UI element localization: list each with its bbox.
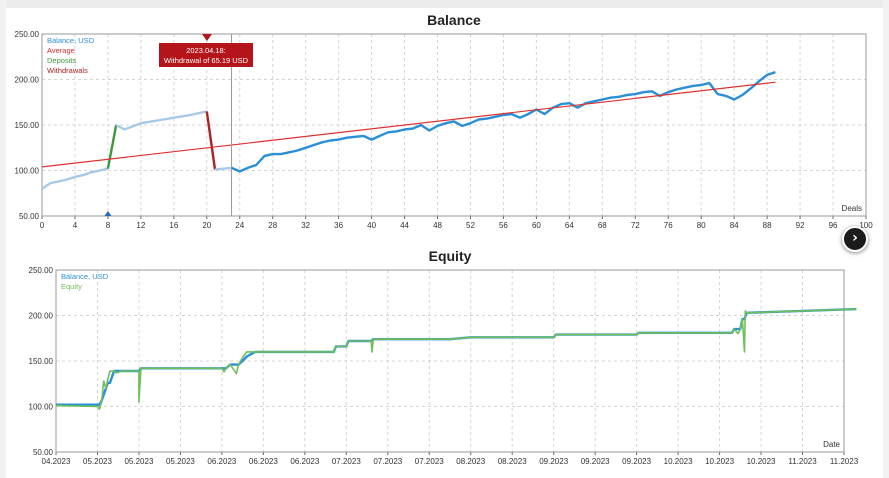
next-chart-button[interactable]: › (842, 226, 868, 252)
y-tick-label: 100.00 (15, 167, 40, 176)
x-tick-label: 72 (631, 221, 640, 230)
x-tick-label: 11.2023 (788, 457, 817, 466)
x-tick-label: 44 (400, 221, 409, 230)
tooltip-text: Withdrawal of 65.19 USD (164, 56, 249, 65)
x-tick-label: 56 (499, 221, 508, 230)
x-tick-label: 11.2023 (830, 457, 859, 466)
series-line (106, 124, 118, 169)
x-tick-label: 06.2023 (290, 457, 319, 466)
x-tick-label: 07.2023 (415, 457, 444, 466)
x-tick-label: 68 (598, 221, 607, 230)
chart-title: Equity (429, 248, 472, 264)
plot-frame (55, 269, 845, 453)
x-tick-label: 08.2023 (498, 457, 527, 466)
x-tick-label: 64 (565, 221, 574, 230)
y-tick-label: 100.00 (29, 403, 54, 412)
x-tick-label: 88 (763, 221, 772, 230)
x-tick-label: 24 (235, 221, 244, 230)
x-tick-label: 80 (697, 221, 706, 230)
x-tick-label: 10.2023 (705, 457, 734, 466)
x-tick-label: 09.2023 (539, 457, 568, 466)
x-axis-label: Date (823, 440, 840, 449)
x-tick-label: 05.2023 (124, 457, 153, 466)
x-tick-label: 16 (169, 221, 178, 230)
x-tick-label: 20 (202, 221, 211, 230)
x-tick-label: 92 (796, 221, 805, 230)
left-panel-edge (0, 0, 6, 478)
y-tick-label: 250.00 (29, 266, 54, 275)
chart-title: Balance (427, 12, 481, 28)
x-tick-label: 100 (859, 221, 873, 230)
series-line (55, 308, 857, 410)
x-tick-label: 12 (136, 221, 145, 230)
y-tick-label: 200.00 (29, 312, 54, 321)
x-tick-label: 52 (466, 221, 475, 230)
series-line (41, 167, 109, 190)
x-tick-label: 09.2023 (581, 457, 610, 466)
top-strip (0, 0, 889, 8)
y-tick-label: 150.00 (15, 121, 40, 130)
legend-entry: Withdrawals (47, 66, 88, 75)
x-tick-label: 10.2023 (747, 457, 776, 466)
x-tick-label: 07.2023 (373, 457, 402, 466)
y-tick-label: 200.00 (15, 76, 40, 85)
x-tick-label: 36 (334, 221, 343, 230)
series-line (205, 111, 217, 170)
series-line (41, 81, 776, 168)
y-tick-label: 50.00 (19, 212, 40, 221)
series-line (115, 110, 208, 131)
x-tick-label: 08.2023 (456, 457, 485, 466)
y-tick-label: 150.00 (29, 357, 54, 366)
legend-entry: Average (47, 46, 75, 55)
x-tick-label: 05.2023 (83, 457, 112, 466)
x-tick-label: 48 (433, 221, 442, 230)
x-tick-label: 09.2023 (622, 457, 651, 466)
legend-entry: Balance, USD (61, 272, 109, 281)
legend-entry: Equity (61, 282, 82, 291)
x-tick-label: 0 (40, 221, 45, 230)
x-tick-label: 05.2023 (166, 457, 195, 466)
deal-marker (104, 211, 112, 216)
x-tick-label: 84 (730, 221, 739, 230)
x-tick-label: 06.2023 (207, 457, 236, 466)
series-line (214, 166, 232, 171)
x-tick-label: 8 (106, 221, 111, 230)
series-line (231, 71, 776, 173)
x-tick-label: 10.2023 (664, 457, 693, 466)
x-tick-label: 4 (73, 221, 78, 230)
equity-chart: Equity 50.00 100.00 150.00 200.00 250.00 04.20… (29, 248, 859, 466)
x-tick-label: 96 (829, 221, 838, 230)
legend-entry: Deposits (47, 56, 76, 65)
tooltip-pointer (202, 34, 212, 41)
y-tick-label: 50.00 (33, 448, 54, 457)
series-line (56, 307, 857, 406)
x-tick-label: 28 (268, 221, 277, 230)
x-tick-label: 32 (301, 221, 310, 230)
x-tick-label: 40 (367, 221, 376, 230)
x-tick-label: 60 (532, 221, 541, 230)
x-tick-label: 06.2023 (249, 457, 278, 466)
x-axis-label: Deals (842, 204, 862, 213)
tooltip-box (159, 43, 253, 67)
tooltip-date: 2023.04.18: (186, 46, 226, 55)
x-tick-label: 76 (664, 221, 673, 230)
y-tick-label: 250.00 (15, 30, 40, 39)
x-tick-label: 07.2023 (332, 457, 361, 466)
plot-frame (41, 33, 867, 217)
legend-entry: Balance, USD (47, 36, 95, 45)
right-panel-edge (883, 0, 889, 478)
chevron-right-icon[interactable]: › (852, 230, 858, 246)
x-tick-label: 04.2023 (42, 457, 71, 466)
